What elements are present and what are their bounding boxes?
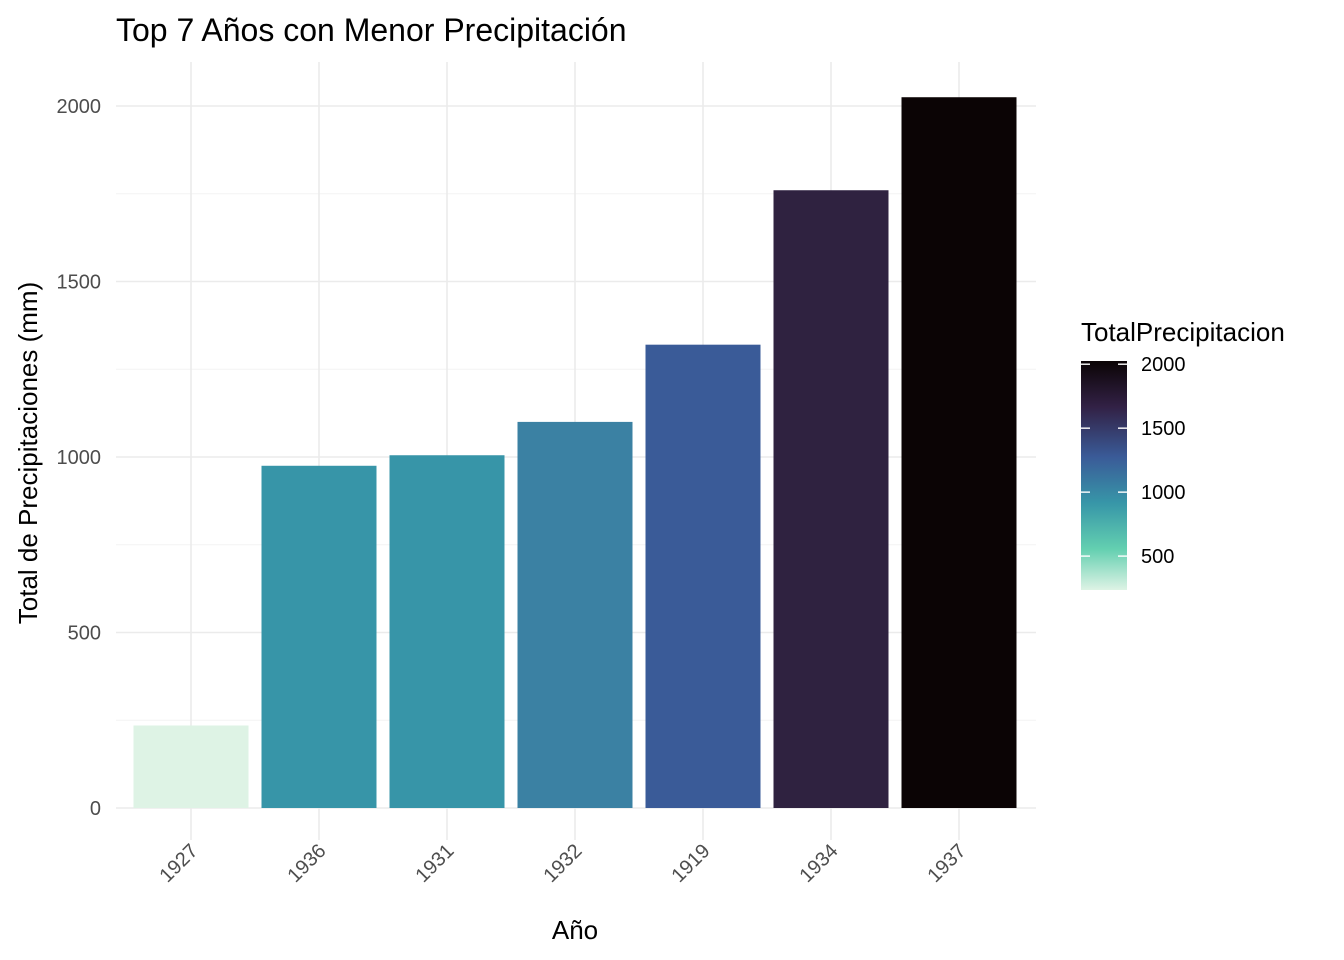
- bar-1932: [517, 421, 633, 808]
- x-tick-label: 1927: [156, 840, 203, 887]
- legend-colorbar: [1081, 361, 1127, 590]
- x-tick-label: 1937: [924, 840, 971, 887]
- y-tick-label: 500: [68, 623, 101, 645]
- x-axis-title: Año: [552, 915, 598, 945]
- y-tick-label: 2000: [57, 96, 102, 118]
- y-tick-label: 1500: [57, 272, 102, 294]
- color-legend: TotalPrecipitacion 500 1000 1500 2000: [1081, 317, 1285, 590]
- bar-1927: [133, 725, 249, 808]
- bar-1936: [261, 465, 377, 808]
- legend-title: TotalPrecipitacion: [1081, 317, 1285, 347]
- legend-tick-label: 500: [1141, 546, 1174, 568]
- legend-tick-label: 1000: [1141, 482, 1186, 504]
- x-tick-label: 1919: [668, 840, 715, 887]
- bar-1937: [901, 97, 1017, 809]
- bar-1934: [773, 190, 889, 809]
- bars-group: [133, 97, 1017, 809]
- y-axis-title: Total de Precipitaciones (mm): [13, 282, 43, 624]
- x-tick-label: 1936: [284, 840, 331, 887]
- bar-1931: [389, 455, 505, 808]
- y-tick-label: 1000: [57, 447, 102, 469]
- legend-tick-label: 2000: [1141, 354, 1186, 376]
- legend-ticks: 500 1000 1500 2000: [1081, 354, 1186, 568]
- x-tick-label: 1931: [412, 840, 459, 887]
- y-axis-ticks: 0 500 1000 1500 2000: [57, 96, 102, 820]
- legend-tick-label: 1500: [1141, 418, 1186, 440]
- x-tick-label: 1932: [540, 840, 587, 887]
- bar-1919: [645, 344, 761, 808]
- x-axis-ticks: 1927 1936 1931 1932 1919 1934 1937: [156, 840, 971, 887]
- x-tick-label: 1934: [796, 840, 843, 887]
- y-tick-label: 0: [90, 798, 101, 820]
- chart-title: Top 7 Años con Menor Precipitación: [116, 12, 627, 48]
